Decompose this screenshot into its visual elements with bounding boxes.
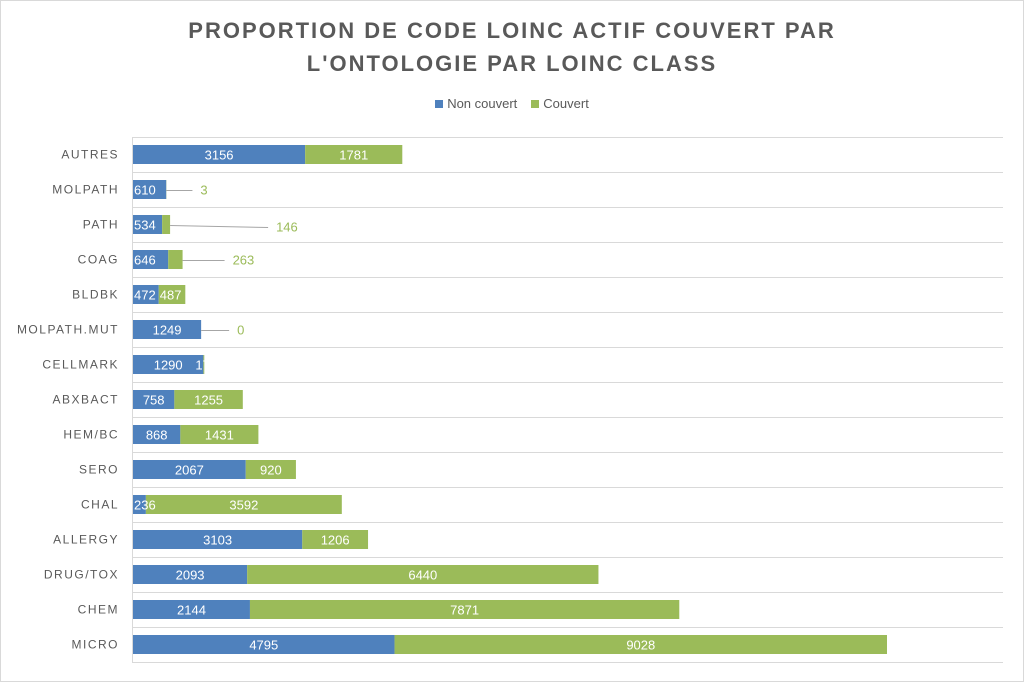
chart-title: PROPORTION DE CODE LOINC ACTIF COUVERT P…: [0, 14, 1024, 80]
chart-title-line-1: PROPORTION DE CODE LOINC ACTIF COUVERT P…: [188, 18, 836, 43]
data-label-couvert-micro: 9028: [626, 638, 655, 653]
bar-non-couvert-chal: [133, 495, 146, 514]
data-label-couvert-sero: 920: [260, 463, 282, 478]
data-label-non-couvert-allergy: 3103: [203, 533, 232, 548]
data-label-non-couvert-cellmark: 1290: [154, 358, 183, 373]
bar-couvert-chem: [249, 600, 680, 619]
bar-non-couvert-path: [133, 215, 163, 234]
category-label-cellmark: CELLMARK: [42, 358, 119, 372]
category-label-chal: CHAL: [81, 498, 119, 512]
legend-label-couvert: Couvert: [543, 96, 589, 111]
data-label-couvert-bldbk: 487: [160, 288, 182, 303]
data-label-couvert-drug-tox: 6440: [408, 568, 437, 583]
chart-title-line-2: L'ONTOLOGIE PAR LOINC CLASS: [306, 51, 718, 76]
bar-non-couvert-molpath: [133, 180, 167, 199]
category-label-allergy: ALLERGY: [53, 533, 119, 547]
data-label-non-couvert-chal: 236: [134, 498, 156, 513]
data-label-non-couvert-micro: 4795: [249, 638, 278, 653]
bar-non-couvert-chem: [133, 600, 250, 619]
bar-couvert-allergy: [302, 530, 369, 549]
category-label-path: PATH: [83, 218, 119, 232]
bar-non-couvert-autres: [133, 145, 306, 164]
data-label-non-couvert-chem: 2144: [177, 603, 206, 618]
data-label-non-couvert-path: 534: [134, 218, 156, 233]
data-label-couvert-cellmark: 17: [195, 358, 209, 373]
data-label-couvert-chem: 7871: [450, 603, 479, 618]
data-label-couvert-allergy: 1206: [321, 533, 350, 548]
data-label-non-couvert-autres: 3156: [205, 148, 234, 163]
bar-couvert-abxbact: [174, 390, 243, 409]
bar-non-couvert-molpath-mut: [133, 320, 202, 339]
category-label-bldbk: BLDBK: [72, 288, 119, 302]
legend-item-couvert: Couvert: [531, 96, 589, 111]
data-label-non-couvert-molpath: 610: [134, 183, 156, 198]
bar-couvert-bldbk: [158, 285, 186, 304]
bar-non-couvert-allergy: [133, 530, 303, 549]
bar-non-couvert-hem-bc: [133, 425, 181, 444]
bar-non-couvert-bldbk: [133, 285, 159, 304]
category-label-micro: MICRO: [72, 638, 120, 652]
data-label-non-couvert-coag: 646: [134, 253, 156, 268]
data-label-couvert-coag: 263: [233, 253, 255, 268]
data-label-couvert-hem-bc: 1431: [205, 428, 234, 443]
bar-couvert-hem-bc: [180, 425, 259, 444]
category-label-molpath-mut: MOLPATH.MUT: [17, 323, 119, 337]
data-label-couvert-autres: 1781: [339, 148, 368, 163]
data-label-non-couvert-drug-tox: 2093: [176, 568, 205, 583]
data-label-couvert-path: 146: [276, 220, 298, 235]
category-label-autres: AUTRES: [61, 148, 119, 162]
bar-couvert-cellmark: [203, 355, 205, 374]
data-label-non-couvert-bldbk: 472: [134, 288, 156, 303]
bar-couvert-chal: [145, 495, 342, 514]
leader-line-path: [170, 225, 269, 228]
bar-couvert-drug-tox: [247, 565, 599, 584]
bar-non-couvert-sero: [133, 460, 246, 479]
bar-non-couvert-drug-tox: [133, 565, 248, 584]
category-label-chem: CHEM: [78, 603, 119, 617]
data-label-non-couvert-sero: 2067: [175, 463, 204, 478]
category-label-coag: COAG: [78, 253, 119, 267]
category-label-molpath: MOLPATH: [52, 183, 119, 197]
bar-couvert-autres: [305, 145, 403, 164]
legend-swatch-couvert: [531, 99, 540, 108]
category-label-abxbact: ABXBACT: [52, 393, 119, 407]
bar-couvert-path: [162, 215, 171, 234]
category-label-sero: SERO: [79, 463, 119, 477]
data-label-couvert-abxbact: 1255: [194, 393, 223, 408]
legend-label-non-couvert: Non couvert: [447, 96, 518, 111]
bar-couvert-sero: [245, 460, 296, 479]
bar-couvert-coag: [168, 250, 183, 269]
legend-swatch-non-couvert: [435, 99, 444, 108]
category-label-drug-tox: DRUG/TOX: [44, 568, 119, 582]
bar-non-couvert-micro: [133, 635, 395, 654]
category-label-hem-bc: HEM/BC: [63, 428, 119, 442]
bar-non-couvert-abxbact: [133, 390, 175, 409]
data-label-couvert-chal: 3592: [229, 498, 258, 513]
data-label-non-couvert-molpath-mut: 1249: [153, 323, 182, 338]
legend-item-non-couvert: Non couvert: [435, 96, 517, 111]
bar-couvert-micro: [394, 635, 887, 654]
bar-non-couvert-coag: [133, 250, 169, 269]
data-label-non-couvert-hem-bc: 868: [146, 428, 168, 443]
chart-legend: Non couvert Couvert: [0, 96, 1024, 111]
data-label-couvert-molpath-mut: 0: [237, 323, 244, 338]
data-label-non-couvert-abxbact: 758: [143, 393, 165, 408]
bar-non-couvert-cellmark: [133, 355, 204, 374]
data-label-couvert-molpath: 3: [200, 183, 207, 198]
